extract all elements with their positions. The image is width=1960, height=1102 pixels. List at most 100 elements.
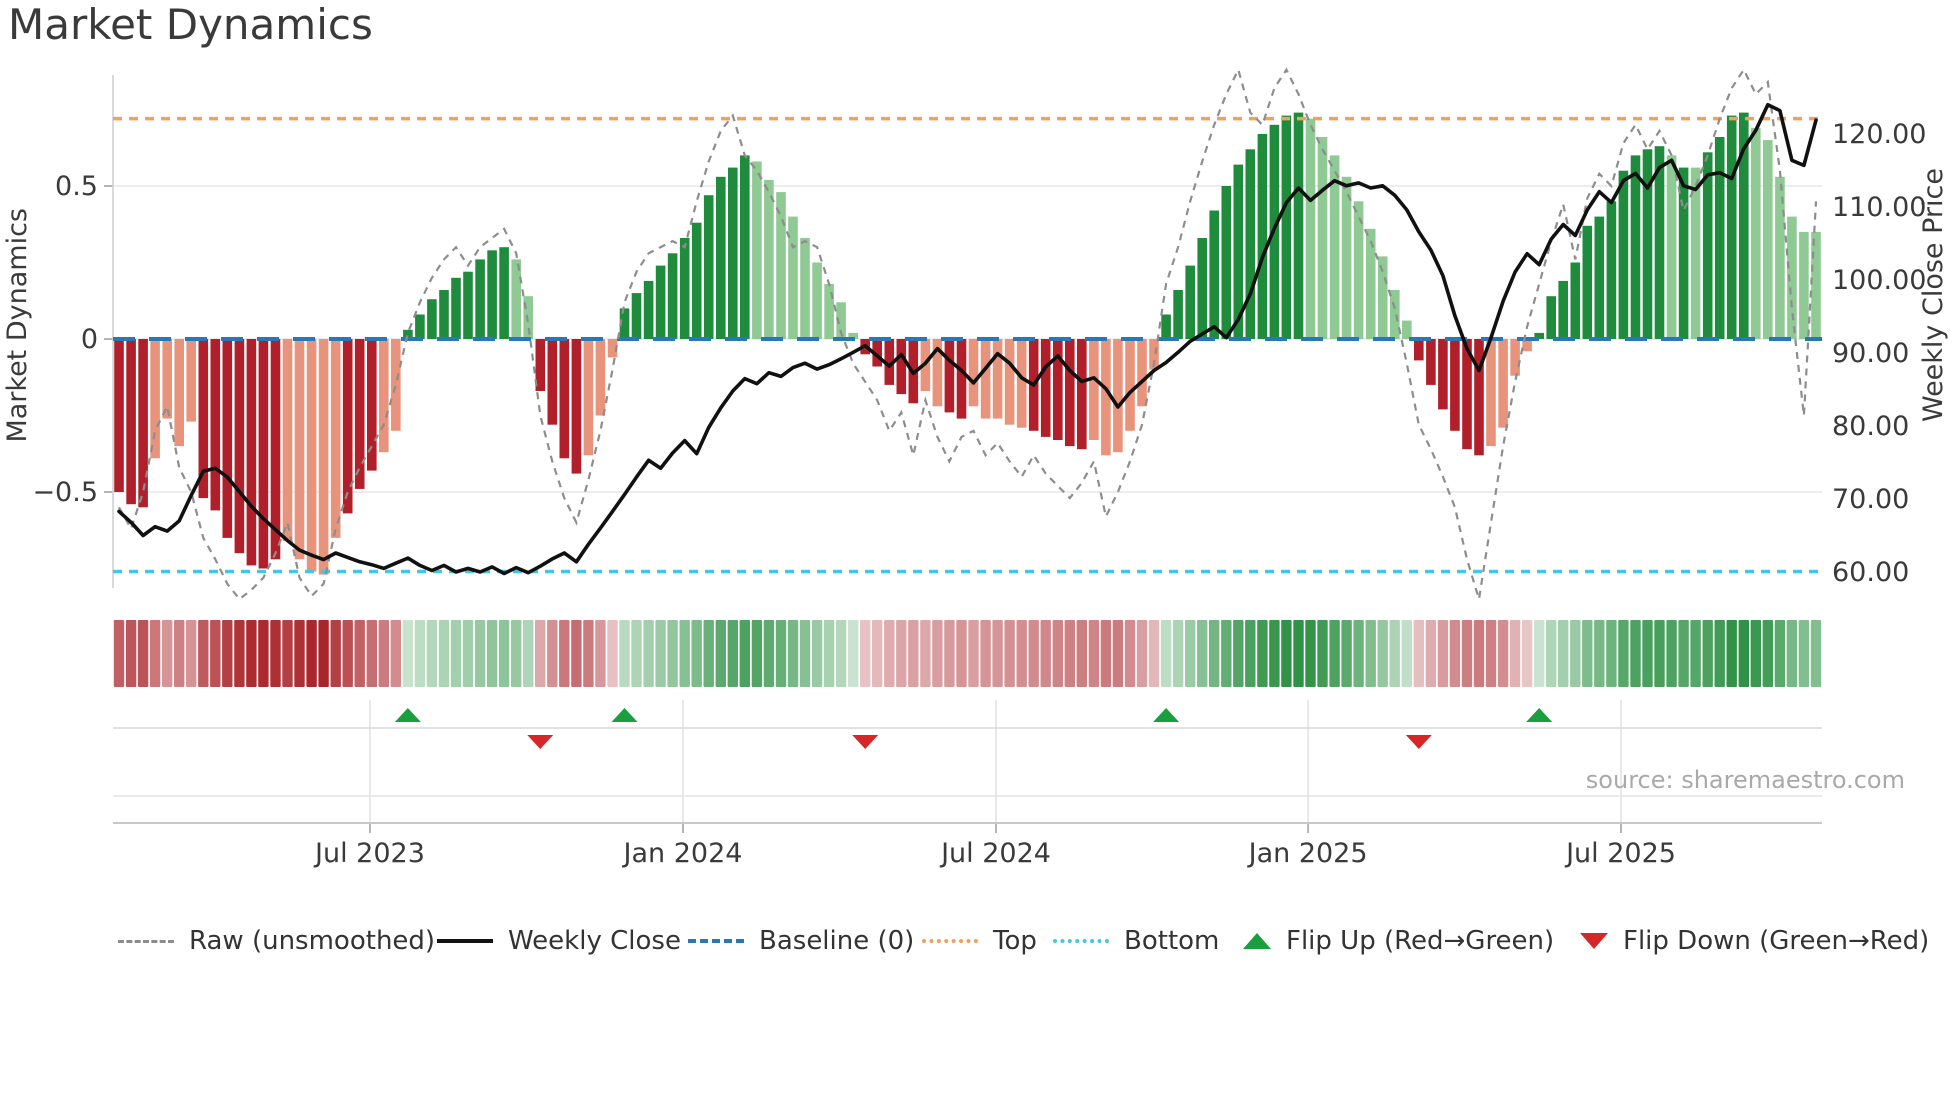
heatmap-cell xyxy=(1642,620,1653,687)
oscillator-bar xyxy=(1438,339,1448,410)
oscillator-bar xyxy=(1522,339,1532,352)
heatmap-cell xyxy=(210,620,221,687)
left-axis-title: Market Dynamics xyxy=(2,208,33,443)
heatmap-cell xyxy=(631,620,642,687)
oscillator-bar xyxy=(1077,339,1087,450)
oscillator-bar xyxy=(1594,216,1605,339)
oscillator-bar xyxy=(198,339,209,499)
heatmap-cell xyxy=(1377,620,1388,687)
oscillator-bar xyxy=(1305,118,1316,339)
heatmap-cell xyxy=(787,620,799,687)
oscillator-bar xyxy=(258,339,269,569)
heatmap-cell xyxy=(715,620,726,687)
oscillator-bar xyxy=(956,339,967,419)
oscillator-bar xyxy=(174,339,184,447)
oscillator-bar xyxy=(1173,290,1183,339)
oscillator-bar xyxy=(342,339,353,514)
left-tick-label: 0 xyxy=(81,324,98,355)
oscillator-bar xyxy=(475,259,485,339)
oscillator-bar xyxy=(1341,176,1352,339)
heatmap-cell xyxy=(1606,620,1617,687)
oscillator-bar xyxy=(848,332,858,339)
chart-title: Market Dynamics xyxy=(8,0,373,49)
baseline-swatch xyxy=(688,939,744,943)
oscillator-bar xyxy=(451,277,461,339)
oscillator-bar xyxy=(1462,339,1472,450)
oscillator-bar xyxy=(1185,265,1195,339)
heatmap-cell xyxy=(1160,620,1172,687)
flip-up-marker xyxy=(611,708,638,722)
heatmap-cell xyxy=(378,620,389,687)
heatmap-cell xyxy=(294,620,305,687)
legend-item-top: Top xyxy=(922,924,1037,958)
heatmap-cell xyxy=(1305,620,1316,687)
oscillator-bar xyxy=(559,339,570,459)
oscillator-bar xyxy=(1053,339,1063,440)
heatmap-cell xyxy=(125,620,137,687)
heatmap-cell xyxy=(992,620,1003,687)
heatmap-cell xyxy=(595,620,606,687)
oscillator-bar xyxy=(1775,176,1785,339)
oscillator-bar xyxy=(270,339,281,560)
heatmap-cell xyxy=(1449,620,1461,687)
heatmap-cell xyxy=(1148,620,1160,687)
oscillator-bar xyxy=(1690,167,1701,339)
heatmap-cell xyxy=(823,620,835,687)
heatmap-cell xyxy=(1221,620,1232,687)
oscillator-bar xyxy=(1666,155,1677,339)
source-credit: source: sharemaestro.com xyxy=(1585,766,1905,794)
oscillator-bar xyxy=(571,339,582,474)
oscillator-bar xyxy=(463,271,473,339)
oscillator-bar xyxy=(1221,186,1232,339)
oscillator-bar xyxy=(535,339,546,391)
oscillator-bar xyxy=(1377,256,1388,339)
oscillator-bar xyxy=(499,247,509,339)
x-tick-label: Jul 2023 xyxy=(313,838,425,869)
heatmap-cell xyxy=(1100,620,1112,687)
right-tick-label: 100.00 xyxy=(1832,265,1926,296)
heatmap-cell xyxy=(535,620,546,687)
heatmap-cell xyxy=(932,620,943,687)
heatmap-cell xyxy=(474,620,486,687)
oscillator-bar xyxy=(439,290,449,339)
oscillator-bar xyxy=(872,339,882,367)
oscillator-bar xyxy=(138,339,148,508)
oscillator-bar xyxy=(655,265,666,339)
legend-label: Bottom xyxy=(1124,926,1220,956)
heatmap-cell xyxy=(739,620,750,687)
heatmap-cell xyxy=(1437,620,1449,687)
oscillator-bar xyxy=(1101,339,1111,456)
heatmap-cell xyxy=(956,620,967,687)
oscillator-bar xyxy=(391,339,401,431)
heatmap-cell xyxy=(835,620,847,687)
oscillator-bar xyxy=(980,339,991,419)
heatmap-cell xyxy=(1654,620,1665,687)
oscillator-bar xyxy=(1125,339,1135,431)
heatmap-cell xyxy=(1750,620,1761,687)
heatmap-cell xyxy=(1088,620,1100,687)
oscillator-bar xyxy=(824,283,834,339)
heatmap-cell xyxy=(1521,620,1533,687)
heatmap-cell xyxy=(571,620,582,687)
heatmap-cell xyxy=(799,620,811,687)
oscillator-bar xyxy=(150,339,160,459)
oscillator-bar xyxy=(1450,339,1460,431)
oscillator-bar xyxy=(1811,231,1821,339)
heatmap-cell xyxy=(1293,620,1304,687)
right-tick-label: 60.00 xyxy=(1832,557,1909,588)
oscillator-bar xyxy=(330,339,341,538)
heatmap-cell xyxy=(607,620,618,687)
heatmap-cell xyxy=(1124,620,1136,687)
oscillator-bar xyxy=(800,238,810,339)
heatmap-cell xyxy=(1112,620,1124,687)
heatmap-cell xyxy=(811,620,823,687)
oscillator-bar xyxy=(1546,296,1556,339)
oscillator-bar xyxy=(1161,314,1171,339)
oscillator-bar xyxy=(776,192,786,339)
heatmap-cell xyxy=(426,620,438,687)
heatmap-cell xyxy=(1269,620,1280,687)
flip-down-marker xyxy=(852,735,879,749)
flip-up-marker xyxy=(394,708,421,722)
heatmap-cell xyxy=(523,620,534,687)
oscillator-bar xyxy=(1570,262,1581,339)
